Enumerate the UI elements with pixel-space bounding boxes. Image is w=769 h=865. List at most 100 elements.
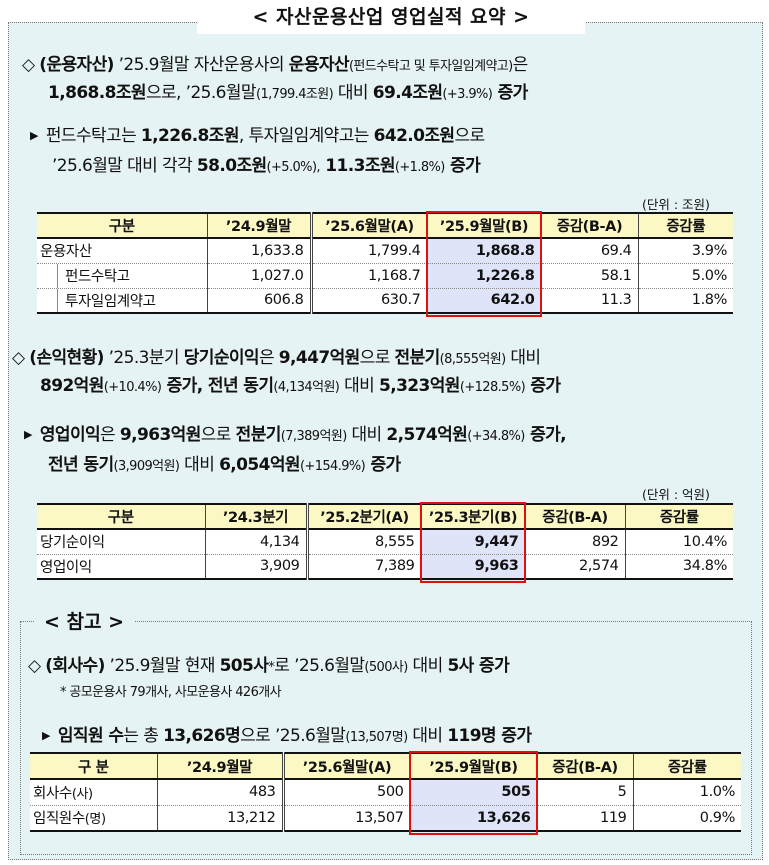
text: (+128.5%) xyxy=(459,380,526,395)
text: 대비 xyxy=(339,376,379,396)
text: (13,507명) xyxy=(345,730,408,745)
column-header: ’25.9월말(B) xyxy=(426,212,541,239)
text: 대비 xyxy=(179,455,220,475)
text: * 공모운용사 79개사, 사모운용사 426개사 xyxy=(60,685,282,700)
column-header: ’24.3분기 xyxy=(204,503,307,530)
text-line: ◇ (회사수) ’25.9월말 현재 505사*로 ’25.6월말(500사) … xyxy=(28,651,510,676)
table-cell: 1.8% xyxy=(637,288,733,314)
table-header-row: 구 분 ’24.9월말 ’25.6월말(A) ’25.9월말(B) 증감(B-A) 증감률 xyxy=(30,752,741,780)
bold-text: 증가 xyxy=(525,376,561,396)
bold-text: 전년 동기 xyxy=(48,455,114,475)
text-line: 1,868.8조원으로, ’25.6월말(1,799.4조원) 대비 69.4조… xyxy=(48,78,528,103)
bold-text: 9,963억원 xyxy=(119,425,201,445)
text: 대비 xyxy=(407,726,448,746)
column-header: 증감률 xyxy=(632,752,741,780)
text: 대비 xyxy=(505,348,541,368)
row-label-cell: 투자일임계약고 xyxy=(37,288,207,314)
bold-text: 642.0조원 xyxy=(373,126,455,146)
table-cell: 3.9% xyxy=(637,238,733,264)
table-cell: 2,574 xyxy=(524,554,625,580)
text: 대비 xyxy=(346,425,387,445)
text: (+34.8%) xyxy=(467,429,525,444)
table-cell: 483 xyxy=(156,779,283,806)
table-row: 당기순이익 4,134 8,555 9,447 892 10.4% xyxy=(37,529,733,555)
table-cell: 1,868.8 xyxy=(426,238,541,264)
text: ’25.9월말 자산운용사의 xyxy=(113,55,289,75)
bold-text: (운용자산) xyxy=(39,55,114,75)
bullet-icon: ▶ xyxy=(42,729,50,742)
text: (+154.9%) xyxy=(299,459,366,474)
bold-text: 119명 증가 xyxy=(447,726,532,746)
column-header: 증감(B-A) xyxy=(536,752,633,780)
text: 로 ’25.6월말 xyxy=(274,656,365,676)
bold-text: 증가 xyxy=(492,83,529,103)
column-header: 증감(B-A) xyxy=(524,503,625,530)
unit-label: (단위 : 억원) xyxy=(642,487,710,502)
table-cell: 1,168.7 xyxy=(309,263,427,289)
table-row: 임직원수(명) 13,212 13,507 13,626 119 0.9% xyxy=(30,805,741,832)
table-cell: 10.4% xyxy=(624,529,733,555)
table-cell: 1,799.4 xyxy=(309,238,427,264)
text: (펀드수탁고 및 투자일임계약고) xyxy=(348,59,513,74)
row-label: 임직원수 xyxy=(33,811,85,828)
text: 으로 ’25.6월말 xyxy=(240,726,346,746)
table-cell: 5.0% xyxy=(637,263,733,289)
bold-text: 11.3조원 xyxy=(319,156,395,176)
text: 대비 xyxy=(407,656,448,676)
table-cell: 13,626 xyxy=(409,805,537,832)
text: (3,909억원) xyxy=(113,459,180,474)
table-cell: 13,507 xyxy=(281,805,410,832)
bold-text: 운용자산 xyxy=(288,55,350,75)
text-line: 전년 동기(3,909억원) 대비 6,054억원(+154.9%) 증가 xyxy=(48,450,401,475)
bold-text: 1,868.8조원 xyxy=(48,83,147,103)
text-line: ’25.6월말 대비 각각 58.0조원(+5.0%), 11.3조원(+1.8… xyxy=(52,151,481,176)
table-cell: 58.1 xyxy=(540,263,638,289)
table-cell: 34.8% xyxy=(624,554,733,580)
text: 은 xyxy=(100,425,120,445)
text: , 투자일임계약고는 xyxy=(238,126,374,146)
table-cell: 630.7 xyxy=(309,288,427,314)
bold-text: 1,226.8조원 xyxy=(140,126,240,146)
column-header: ’25.3분기(B) xyxy=(420,503,525,530)
bold-text: 892억원 xyxy=(40,376,104,396)
column-header: ’24.9월말 xyxy=(206,212,311,239)
column-header: 구분 xyxy=(37,212,207,239)
row-label-cell: 회사수(사) xyxy=(30,779,157,806)
reference-box xyxy=(20,621,752,855)
bold-text: 증가, 전년 동기 xyxy=(161,376,274,396)
table-row: 펀드수탁고 1,027.0 1,168.7 1,226.8 58.1 5.0% xyxy=(37,263,733,289)
column-header: ’25.9월말(B) xyxy=(409,752,537,780)
table-cell: 69.4 xyxy=(540,238,638,264)
row-unit: (명) xyxy=(84,812,106,828)
text: (8,555억원) xyxy=(439,352,506,367)
table-cell: 13,212 xyxy=(156,805,283,832)
table-cell: 11.3 xyxy=(540,288,638,314)
unit-label: (단위 : 조원) xyxy=(642,197,710,212)
table-cell: 5 xyxy=(536,779,633,806)
column-header: 증감(B-A) xyxy=(540,212,638,239)
bold-text: 증가, xyxy=(524,425,567,445)
table-row: 투자일임계약고 606.8 630.7 642.0 11.3 1.8% xyxy=(37,288,733,314)
text: (+5.0%), xyxy=(266,160,321,175)
table-cell: 0.9% xyxy=(632,805,741,832)
bold-text: (손익현황) xyxy=(29,348,104,368)
text: (+3.9%) xyxy=(442,87,493,102)
text: (4,134억원) xyxy=(273,380,340,395)
row-label-cell: 운용자산 xyxy=(37,238,207,264)
bold-text: 13,626명 xyxy=(163,726,241,746)
table-cell: 642.0 xyxy=(426,288,541,314)
text-line: 892억원(+10.4%) 증가, 전년 동기(4,134억원) 대비 5,32… xyxy=(40,371,561,396)
text-line: ◇ (운용자산) ’25.9월말 자산운용사의 운용자산(펀드수탁고 및 투자일… xyxy=(22,50,528,75)
assets-table: 구분 ’24.9월말 ’25.6월말(A) ’25.9월말(B) 증감(B-A) 증감률 운… xyxy=(37,212,733,314)
text: 은 xyxy=(258,348,279,368)
table-cell: 1,633.8 xyxy=(206,238,311,264)
text-line: ◇ (손익현황) ’25.3분기 당기순이익은 9,447억원으로 전분기(8,… xyxy=(12,343,541,368)
text-line: ▶ 펀드수탁고는 1,226.8조원, 투자일임계약고는 642.0조원으로 xyxy=(30,121,485,146)
table-cell: 1.0% xyxy=(632,779,741,806)
column-header: 구분 xyxy=(37,503,205,530)
text: 으로 xyxy=(359,348,395,368)
bold-text: 전분기 xyxy=(394,348,441,368)
table-cell: 4,134 xyxy=(204,529,307,555)
table-cell: 500 xyxy=(281,779,410,806)
